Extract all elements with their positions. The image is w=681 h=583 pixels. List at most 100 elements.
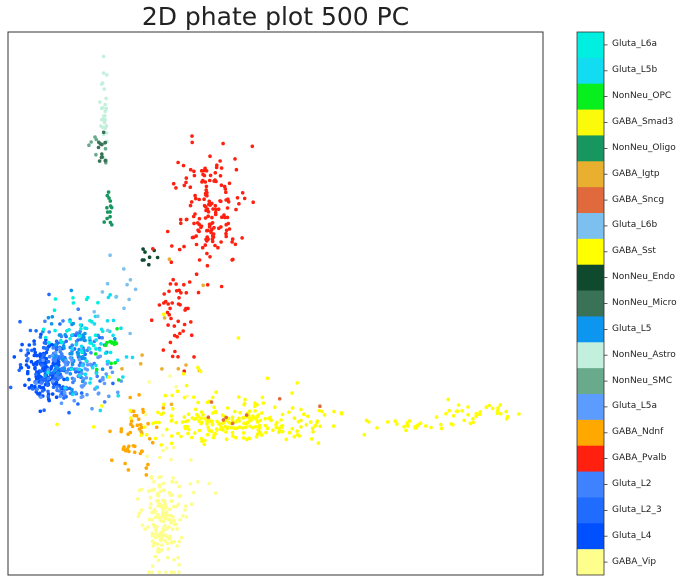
colorbar-frame <box>576 31 605 576</box>
point-gaba-sst <box>316 441 321 445</box>
point-gluta-l5a <box>53 350 58 355</box>
point-gaba-ndnf <box>147 437 152 441</box>
point-gaba-pvalb <box>224 198 228 202</box>
point-gluta-l5a <box>39 395 43 400</box>
point-gaba-vip <box>174 480 179 485</box>
point-gaba-pvalb <box>187 280 192 284</box>
point-gaba-pvalb <box>213 243 217 248</box>
point-gluta-l2 <box>25 348 30 352</box>
point-nonneu-oligo <box>106 190 111 194</box>
point-gaba-sst <box>260 395 265 400</box>
point-gaba-smad3 <box>255 432 260 437</box>
point-gaba-vip <box>156 504 160 508</box>
point-gaba-pvalb <box>192 173 197 178</box>
point-gaba-vip <box>170 527 175 532</box>
point-gaba-pvalb <box>170 244 174 248</box>
point-gaba-pvalb <box>235 196 240 200</box>
point-gluta-l5 <box>63 333 67 337</box>
point-gaba-smad3 <box>190 416 195 420</box>
point-gluta-l6a <box>77 334 82 338</box>
point-gaba-smad3 <box>310 426 315 431</box>
point-gaba-pvalb <box>184 176 189 180</box>
point-gaba-pvalb <box>225 215 230 220</box>
point-gluta-l2-3 <box>28 328 33 333</box>
point-gaba-vip <box>148 506 153 510</box>
point-gaba-igtp <box>184 363 188 367</box>
point-gluta-l6b <box>114 294 119 299</box>
point-gluta-l6a <box>80 350 84 355</box>
point-gluta-l4 <box>47 398 51 403</box>
point-gluta-l2-3 <box>19 348 23 353</box>
point-gaba-pvalb <box>168 340 173 345</box>
point-gaba-sst <box>157 420 161 425</box>
point-nonneu-endo <box>141 247 145 251</box>
point-gaba-pvalb <box>173 349 177 354</box>
point-gluta-l4 <box>27 377 31 382</box>
point-gaba-sst <box>214 427 219 431</box>
point-gaba-pvalb <box>218 174 223 178</box>
point-gluta-l5a <box>80 371 84 376</box>
colorbar-segment-gaba-sncg <box>577 187 604 214</box>
point-gaba-vip <box>166 513 170 518</box>
point-gluta-l2-3 <box>76 402 80 406</box>
point-gaba-sst <box>265 376 270 381</box>
point-nonneu-micro <box>96 145 101 150</box>
point-gluta-l2-3 <box>46 389 50 394</box>
point-gaba-sst <box>210 422 215 427</box>
point-gaba-sst <box>225 406 230 410</box>
point-gaba-vip <box>207 481 211 486</box>
point-nonneu-oligo <box>108 210 112 214</box>
point-gaba-sst <box>490 406 495 411</box>
colorbar-segment-nonneu-endo <box>577 264 604 291</box>
point-gaba-vip <box>172 504 176 509</box>
point-gluta-l5b <box>88 377 93 381</box>
point-gaba-pvalb <box>227 227 232 231</box>
point-gaba-vip <box>165 541 170 546</box>
point-nonneu-oligo <box>108 204 113 208</box>
point-gluta-l5 <box>68 351 72 356</box>
point-gaba-vip <box>163 523 167 528</box>
point-gaba-smad3 <box>278 429 282 433</box>
point-nonneu-astro <box>103 109 107 114</box>
point-gluta-l2-3 <box>30 348 34 353</box>
point-gaba-pvalb <box>179 221 183 226</box>
point-gaba-pvalb <box>203 216 208 220</box>
point-gaba-pvalb <box>192 355 196 359</box>
point-gluta-l4 <box>33 366 37 371</box>
point-gluta-l5a <box>107 394 111 399</box>
point-nonneu-astro <box>101 71 106 75</box>
point-gluta-l5a <box>63 363 68 367</box>
point-gaba-sst <box>162 402 166 407</box>
point-gaba-ndnf <box>110 458 114 463</box>
point-gaba-sst <box>156 410 160 415</box>
point-gaba-vip <box>159 519 164 523</box>
point-nonneu-endo <box>147 255 152 259</box>
point-gluta-l4 <box>27 386 32 390</box>
point-gluta-l4 <box>12 355 17 359</box>
point-gluta-l2 <box>108 365 113 370</box>
point-gluta-l5b <box>71 392 75 397</box>
point-gaba-sst <box>153 420 158 425</box>
point-gaba-pvalb <box>190 134 194 138</box>
point-gluta-l5b <box>87 336 92 340</box>
point-gaba-vip <box>163 511 168 515</box>
point-gluta-l6a <box>96 300 100 305</box>
point-gluta-l6a <box>79 327 83 331</box>
point-gaba-sst <box>230 430 235 435</box>
point-gaba-vip <box>150 539 155 543</box>
point-gaba-sncg <box>206 415 211 420</box>
point-gaba-vip <box>156 558 161 563</box>
point-gaba-sst <box>224 437 229 442</box>
colorbar-segment-nonneu-astro <box>577 342 604 369</box>
point-gaba-igtp <box>162 316 167 320</box>
point-gaba-vip <box>189 458 193 462</box>
point-gaba-pvalb <box>226 221 231 226</box>
point-gluta-l5 <box>70 362 75 367</box>
point-gaba-pvalb <box>169 260 174 265</box>
point-gaba-pvalb <box>169 316 173 321</box>
point-gluta-l5 <box>76 353 80 357</box>
point-gaba-vip <box>146 525 150 529</box>
point-gluta-l6a <box>93 333 98 338</box>
point-gaba-vip <box>172 570 176 575</box>
point-gaba-vip <box>172 519 176 523</box>
